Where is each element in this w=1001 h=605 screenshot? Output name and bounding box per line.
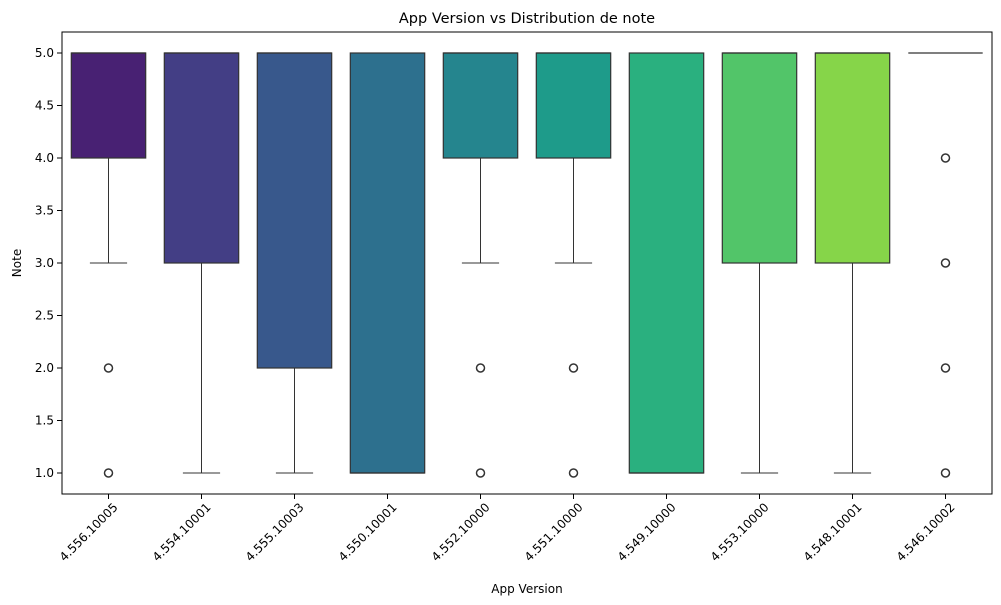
plot-area [70, 52, 983, 478]
x-tick-label: 4.554.10001 [150, 500, 214, 564]
outlier-point [475, 363, 486, 373]
outlier-point [940, 153, 951, 163]
box-body [814, 52, 891, 264]
y-tick-label: 4.0 [35, 151, 54, 165]
y-tick-label: 2.5 [35, 309, 54, 323]
box-body [256, 52, 333, 369]
outlier-point [103, 468, 114, 478]
y-tick-label: 4.5 [35, 99, 54, 113]
y-axis-label: Note [10, 249, 24, 277]
box-10 [908, 52, 983, 478]
x-tick-label: 4.548.10001 [801, 500, 865, 564]
x-tick-label: 4.556.10005 [57, 500, 121, 564]
outlier-point [475, 468, 486, 478]
box-8 [721, 52, 798, 474]
box-body [163, 52, 240, 264]
box-1 [70, 52, 147, 478]
x-tick-label: 4.550.10001 [336, 500, 400, 564]
x-tick-label: 4.555.10003 [243, 500, 307, 564]
outlier-point [103, 363, 114, 373]
y-tick-label: 3.0 [35, 256, 54, 270]
box-2 [163, 52, 240, 474]
box-9 [814, 52, 891, 474]
outlier-point [940, 258, 951, 268]
box-body [628, 52, 705, 474]
outlier-point [568, 363, 579, 373]
x-tick-label: 4.546.10002 [894, 500, 958, 564]
box-body [349, 52, 426, 474]
box-3 [256, 52, 333, 474]
box-4 [349, 52, 426, 474]
y-tick-label: 3.5 [35, 204, 54, 218]
outlier-point [940, 363, 951, 373]
x-tick-label: 4.551.10000 [522, 500, 586, 564]
box-6 [535, 52, 612, 478]
box-7 [628, 52, 705, 474]
y-tick-label: 1.5 [35, 414, 54, 428]
x-tick-label: 4.552.10000 [429, 500, 493, 564]
box-body [70, 52, 147, 159]
box-5 [442, 52, 519, 478]
x-tick-label: 4.553.10000 [708, 500, 772, 564]
box-body [442, 52, 519, 159]
y-tick-label: 5.0 [35, 46, 54, 60]
y-tick-label: 1.0 [35, 466, 54, 480]
chart-title: App Version vs Distribution de note [399, 11, 655, 27]
y-tick-label: 2.0 [35, 361, 54, 375]
outlier-point [940, 468, 951, 478]
box-body [535, 52, 612, 159]
x-axis-label: App Version [491, 582, 562, 596]
x-tick-label: 4.549.10000 [615, 500, 679, 564]
outlier-point [568, 468, 579, 478]
box-body [721, 52, 798, 264]
